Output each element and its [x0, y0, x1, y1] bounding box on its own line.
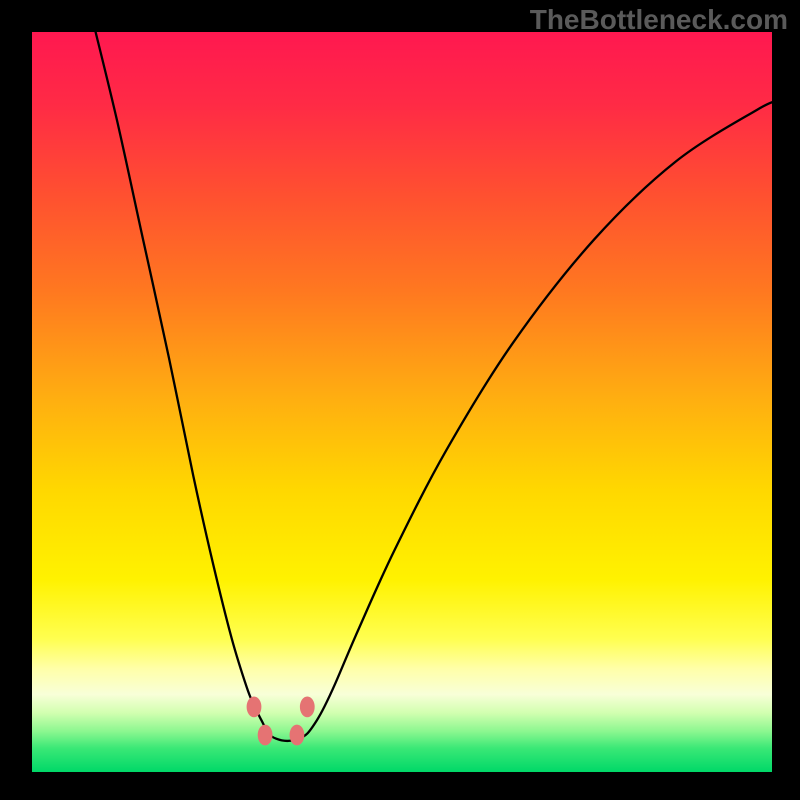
bottleneck-curve — [93, 32, 772, 741]
plot-area — [32, 32, 772, 772]
chart-container: TheBottleneck.com — [0, 0, 800, 800]
curve-layer — [32, 32, 772, 772]
marker-dot-2 — [258, 725, 273, 746]
marker-dot-1 — [300, 697, 315, 718]
curve-markers — [247, 697, 315, 746]
watermark-text: TheBottleneck.com — [530, 4, 788, 36]
marker-dot-0 — [247, 697, 262, 718]
marker-dot-3 — [290, 725, 305, 746]
